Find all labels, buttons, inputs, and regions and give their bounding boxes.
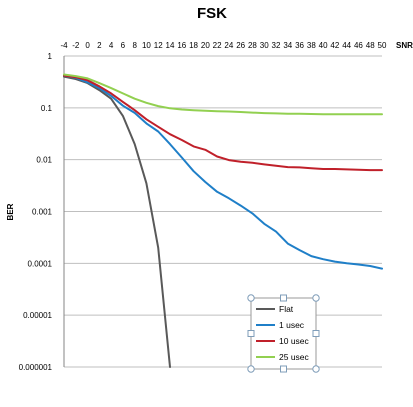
y-tick-label: 1 (48, 52, 53, 61)
y-tick-label: 0.001 (32, 208, 53, 217)
x-tick-label: 22 (213, 41, 222, 50)
series-line-1-usec (63, 74, 383, 270)
x-tick-label: 6 (121, 41, 126, 50)
x-tick-label: 8 (132, 41, 137, 50)
x-tick-label: 4 (109, 41, 114, 50)
x-tick-label: 28 (248, 41, 257, 50)
y-tick-label: 0.00001 (23, 311, 52, 320)
legend[interactable]: Flat 1 usec 10 usec 25 usec (247, 294, 320, 373)
resize-handle[interactable] (280, 365, 287, 373)
x-tick-label: 10 (142, 41, 151, 50)
x-tick-label: 48 (366, 41, 375, 50)
x-tick-label: 44 (342, 41, 351, 50)
x-axis-title: SNR (396, 41, 413, 50)
x-tick-label: 42 (330, 41, 339, 50)
x-tick-label: 40 (319, 41, 328, 50)
resize-handle[interactable] (247, 330, 255, 337)
y-tick-label: 0.1 (41, 104, 53, 113)
x-tick-label: 2 (97, 41, 102, 50)
x-tick-label: 36 (295, 41, 304, 50)
x-tick-label: 24 (224, 41, 233, 50)
x-tick-label: -2 (72, 41, 80, 50)
legend-label: 25 usec (279, 352, 310, 362)
resize-handle[interactable] (247, 365, 255, 373)
x-tick-label: -4 (60, 41, 68, 50)
series-layer (63, 73, 383, 368)
x-tick-label: 14 (166, 41, 175, 50)
y-tick-label: 0.000001 (19, 363, 53, 372)
x-tick-label: 26 (236, 41, 245, 50)
y-axis-title: BER (6, 203, 15, 220)
series-line-25-usec (63, 73, 383, 116)
x-tick-label: 30 (260, 41, 269, 50)
x-tick-label: 20 (201, 41, 210, 50)
x-tick-label: 46 (354, 41, 363, 50)
x-tick-label: 34 (283, 41, 292, 50)
legend-label: Flat (279, 304, 294, 314)
x-tick-label: 50 (378, 41, 387, 50)
x-tick-label: 0 (85, 41, 90, 50)
x-tick-label: 16 (177, 41, 186, 50)
y-tick-label: 0.01 (36, 156, 52, 165)
legend-label: 10 usec (279, 336, 310, 346)
resize-handle[interactable] (280, 294, 287, 302)
legend-label: 1 usec (279, 320, 305, 330)
x-tick-label: 38 (307, 41, 316, 50)
resize-handle[interactable] (247, 294, 255, 302)
resize-handle[interactable] (312, 294, 320, 302)
x-tick-label: 12 (154, 41, 163, 50)
x-tick-label: 18 (189, 41, 198, 50)
resize-handle[interactable] (312, 365, 320, 373)
resize-handle[interactable] (312, 330, 320, 337)
chart-title: FSK (197, 5, 227, 22)
y-tick-label: 0.0001 (28, 259, 53, 268)
x-tick-label: 32 (272, 41, 281, 50)
series-line-10-usec (63, 74, 383, 172)
